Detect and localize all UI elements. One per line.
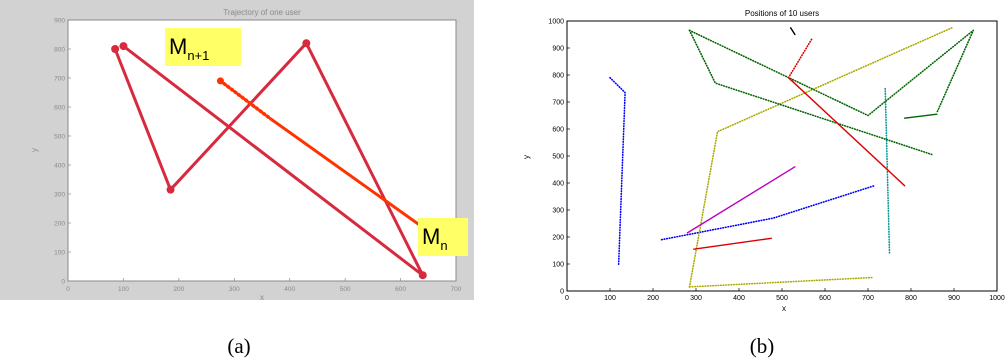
data-point <box>111 45 120 53</box>
y-tick-label: 0 <box>61 279 65 286</box>
y-tick-label: 0 <box>560 289 564 296</box>
series-line-4 <box>688 276 874 288</box>
series-line-12 <box>686 166 796 234</box>
annotation-box-2 <box>418 218 468 256</box>
y-tick-label: 800 <box>552 73 564 80</box>
y-tick-label: 1000 <box>548 19 564 26</box>
y-tick-label: 300 <box>54 192 65 199</box>
caption-a: (a) <box>227 334 251 358</box>
x-tick-label: 600 <box>819 295 831 302</box>
series-line-2 <box>660 184 876 241</box>
y-tick-label: 900 <box>552 46 564 53</box>
series-line-10 <box>787 76 906 187</box>
series-line-8 <box>903 113 938 119</box>
chart-a: Trajectory of one user x y 0 100 200 300 400… <box>0 0 474 302</box>
x-tick-label: 700 <box>862 295 874 302</box>
x-tick-label: 300 <box>229 286 240 293</box>
x-tick-label: 200 <box>173 286 184 293</box>
series-line-9 <box>693 237 772 250</box>
x-tick-label: 600 <box>395 286 406 293</box>
data-point <box>166 185 175 194</box>
y-tick-label: 700 <box>552 100 564 107</box>
chart-a-ylabel: y <box>30 148 39 152</box>
chart-b-plot-area <box>566 20 998 292</box>
chart-a-title: Trajectory of one user <box>223 8 301 17</box>
y-tick-label: 400 <box>54 163 65 170</box>
x-tick-label: 300 <box>690 295 702 302</box>
series-line-5 <box>688 26 953 288</box>
chart-b-ylabel: y <box>522 155 531 159</box>
x-tick-label: 500 <box>340 286 351 293</box>
y-tick-label: 500 <box>54 134 65 141</box>
y-tick-label: 800 <box>54 47 65 54</box>
x-tick-label: 100 <box>118 286 129 293</box>
chart-b: Positions of 10 users x y 0 100 200 300 400 5… <box>522 9 1005 313</box>
x-tick-label: 0 <box>565 295 569 302</box>
series-line-13 <box>789 27 796 36</box>
x-tick-label: 200 <box>647 295 659 302</box>
y-tick-label: 200 <box>54 221 65 228</box>
y-tick-label: 400 <box>552 181 564 188</box>
y-tick-label: 600 <box>552 127 564 134</box>
annotation-box-1 <box>165 28 241 66</box>
series-line-7 <box>688 29 975 117</box>
y-tick-label: 700 <box>54 76 65 83</box>
series-line-11 <box>787 37 813 79</box>
x-tick-label: 800 <box>905 295 917 302</box>
x-tick-label: 500 <box>776 295 788 302</box>
chart-b-xlabel: x <box>782 304 786 313</box>
y-tick-label: 300 <box>552 208 564 215</box>
series-line-6 <box>688 29 934 156</box>
y-tick-label: 900 <box>54 18 65 25</box>
data-point <box>302 39 311 48</box>
y-tick-label: 200 <box>552 235 564 242</box>
series-line-1 <box>609 76 626 267</box>
x-tick-label: 400 <box>284 286 295 293</box>
y-tick-label: 600 <box>54 105 65 112</box>
x-tick-label: 900 <box>948 295 960 302</box>
data-point <box>418 271 427 280</box>
point-m-n-plus-1 <box>216 77 224 85</box>
y-tick-label: 500 <box>552 154 564 161</box>
x-tick-label: 0 <box>66 286 70 293</box>
caption-b: (b) <box>749 334 775 358</box>
x-tick-label: 700 <box>451 286 462 293</box>
series-line-3 <box>218 79 273 121</box>
y-tick-label: 100 <box>54 250 65 257</box>
data-point <box>119 42 128 51</box>
y-tick-label: 100 <box>552 262 564 269</box>
x-tick-label: 100 <box>604 295 616 302</box>
x-tick-label: 400 <box>733 295 745 302</box>
x-tick-label: 1000 <box>989 295 1005 302</box>
chart-b-title: Positions of 10 users <box>745 9 819 18</box>
chart-a-xlabel: x <box>260 293 264 302</box>
series-line-2 <box>268 117 433 235</box>
series-line-3 <box>884 87 891 254</box>
